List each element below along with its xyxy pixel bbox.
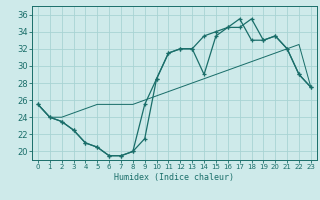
X-axis label: Humidex (Indice chaleur): Humidex (Indice chaleur) [115,173,234,182]
